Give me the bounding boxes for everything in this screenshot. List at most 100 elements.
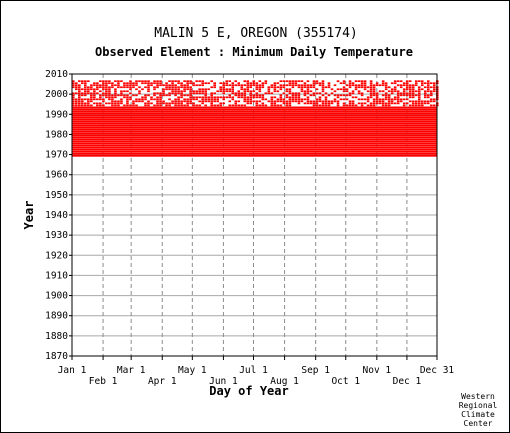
data-point bbox=[408, 92, 412, 95]
data-point bbox=[207, 82, 210, 85]
y-axis-label: Year bbox=[22, 201, 36, 230]
data-point bbox=[303, 84, 307, 87]
data-point bbox=[132, 94, 135, 97]
data-point bbox=[342, 88, 346, 91]
data-point bbox=[159, 82, 162, 85]
data-point bbox=[180, 84, 183, 87]
data-point bbox=[291, 92, 295, 95]
data-point bbox=[105, 90, 108, 93]
data-point bbox=[111, 86, 114, 89]
data-point bbox=[108, 88, 111, 91]
data-point bbox=[87, 100, 90, 103]
data-point bbox=[126, 86, 129, 89]
data-point bbox=[84, 94, 87, 97]
data-point bbox=[414, 90, 418, 93]
data-point bbox=[288, 92, 292, 95]
data-point bbox=[93, 94, 96, 97]
data-point bbox=[168, 102, 171, 105]
data-point bbox=[261, 98, 265, 101]
data-point bbox=[279, 100, 283, 103]
data-point bbox=[381, 80, 385, 83]
data-point bbox=[180, 94, 183, 97]
data-point bbox=[429, 98, 433, 101]
data-point bbox=[351, 82, 355, 85]
data-point bbox=[306, 84, 310, 87]
data-point bbox=[282, 86, 286, 89]
data-point bbox=[192, 104, 195, 107]
data-point bbox=[246, 80, 250, 83]
data-point bbox=[201, 84, 204, 87]
data-point bbox=[126, 102, 129, 105]
data-point bbox=[255, 82, 259, 85]
data-point bbox=[84, 102, 87, 105]
data-point bbox=[276, 104, 280, 107]
data-point bbox=[114, 90, 117, 93]
data-point bbox=[279, 84, 283, 87]
data-point bbox=[108, 98, 111, 101]
data-point bbox=[195, 92, 198, 95]
data-point bbox=[213, 98, 216, 101]
x-tick-label: Dec 1 bbox=[393, 376, 422, 387]
data-point bbox=[153, 88, 156, 91]
data-point bbox=[210, 104, 213, 107]
data-point bbox=[234, 100, 238, 103]
data-point bbox=[417, 96, 421, 99]
data-point bbox=[204, 82, 207, 85]
data-point bbox=[423, 102, 427, 105]
data-point bbox=[255, 100, 259, 103]
data-point bbox=[198, 92, 201, 95]
data-point bbox=[72, 82, 75, 85]
credit-line: Western bbox=[461, 392, 495, 401]
data-point bbox=[93, 96, 96, 99]
data-point bbox=[108, 90, 111, 93]
data-point bbox=[102, 94, 105, 97]
data-point bbox=[384, 104, 388, 107]
data-point bbox=[402, 94, 406, 97]
data-year-row bbox=[72, 142, 437, 145]
data-point bbox=[177, 100, 180, 103]
data-point bbox=[108, 82, 111, 85]
data-point bbox=[393, 88, 397, 91]
data-point bbox=[81, 104, 84, 107]
data-point bbox=[312, 102, 316, 105]
data-marks bbox=[72, 80, 439, 157]
data-point bbox=[207, 100, 210, 103]
data-point bbox=[264, 104, 268, 107]
data-point bbox=[312, 104, 316, 107]
data-point bbox=[186, 80, 189, 83]
data-point bbox=[330, 100, 334, 103]
data-point bbox=[72, 100, 75, 103]
data-point bbox=[213, 86, 216, 89]
y-tick-label: 2010 bbox=[45, 69, 68, 80]
data-point bbox=[303, 90, 307, 93]
data-point bbox=[306, 80, 310, 83]
data-point bbox=[108, 92, 111, 95]
data-point bbox=[177, 82, 180, 85]
data-point bbox=[351, 92, 355, 95]
y-tick-label: 1980 bbox=[45, 129, 68, 140]
data-point bbox=[240, 94, 244, 97]
data-point bbox=[111, 84, 114, 87]
data-point bbox=[135, 80, 138, 83]
data-point bbox=[123, 84, 126, 87]
data-point bbox=[303, 82, 307, 85]
data-point bbox=[201, 82, 204, 85]
data-point bbox=[243, 90, 247, 93]
data-point bbox=[174, 94, 177, 97]
data-point bbox=[84, 80, 87, 83]
data-point bbox=[105, 92, 108, 95]
data-point bbox=[132, 84, 135, 87]
x-tick-label: Nov 1 bbox=[363, 365, 392, 376]
data-point bbox=[363, 102, 367, 105]
data-point bbox=[96, 82, 99, 85]
data-point bbox=[246, 96, 250, 99]
data-point bbox=[360, 82, 364, 85]
data-point bbox=[363, 84, 367, 87]
data-point bbox=[171, 102, 174, 105]
data-point bbox=[252, 94, 256, 97]
data-point bbox=[297, 98, 301, 101]
data-point bbox=[117, 82, 120, 85]
data-point bbox=[189, 90, 192, 93]
data-point bbox=[78, 100, 81, 103]
data-point bbox=[75, 82, 78, 85]
